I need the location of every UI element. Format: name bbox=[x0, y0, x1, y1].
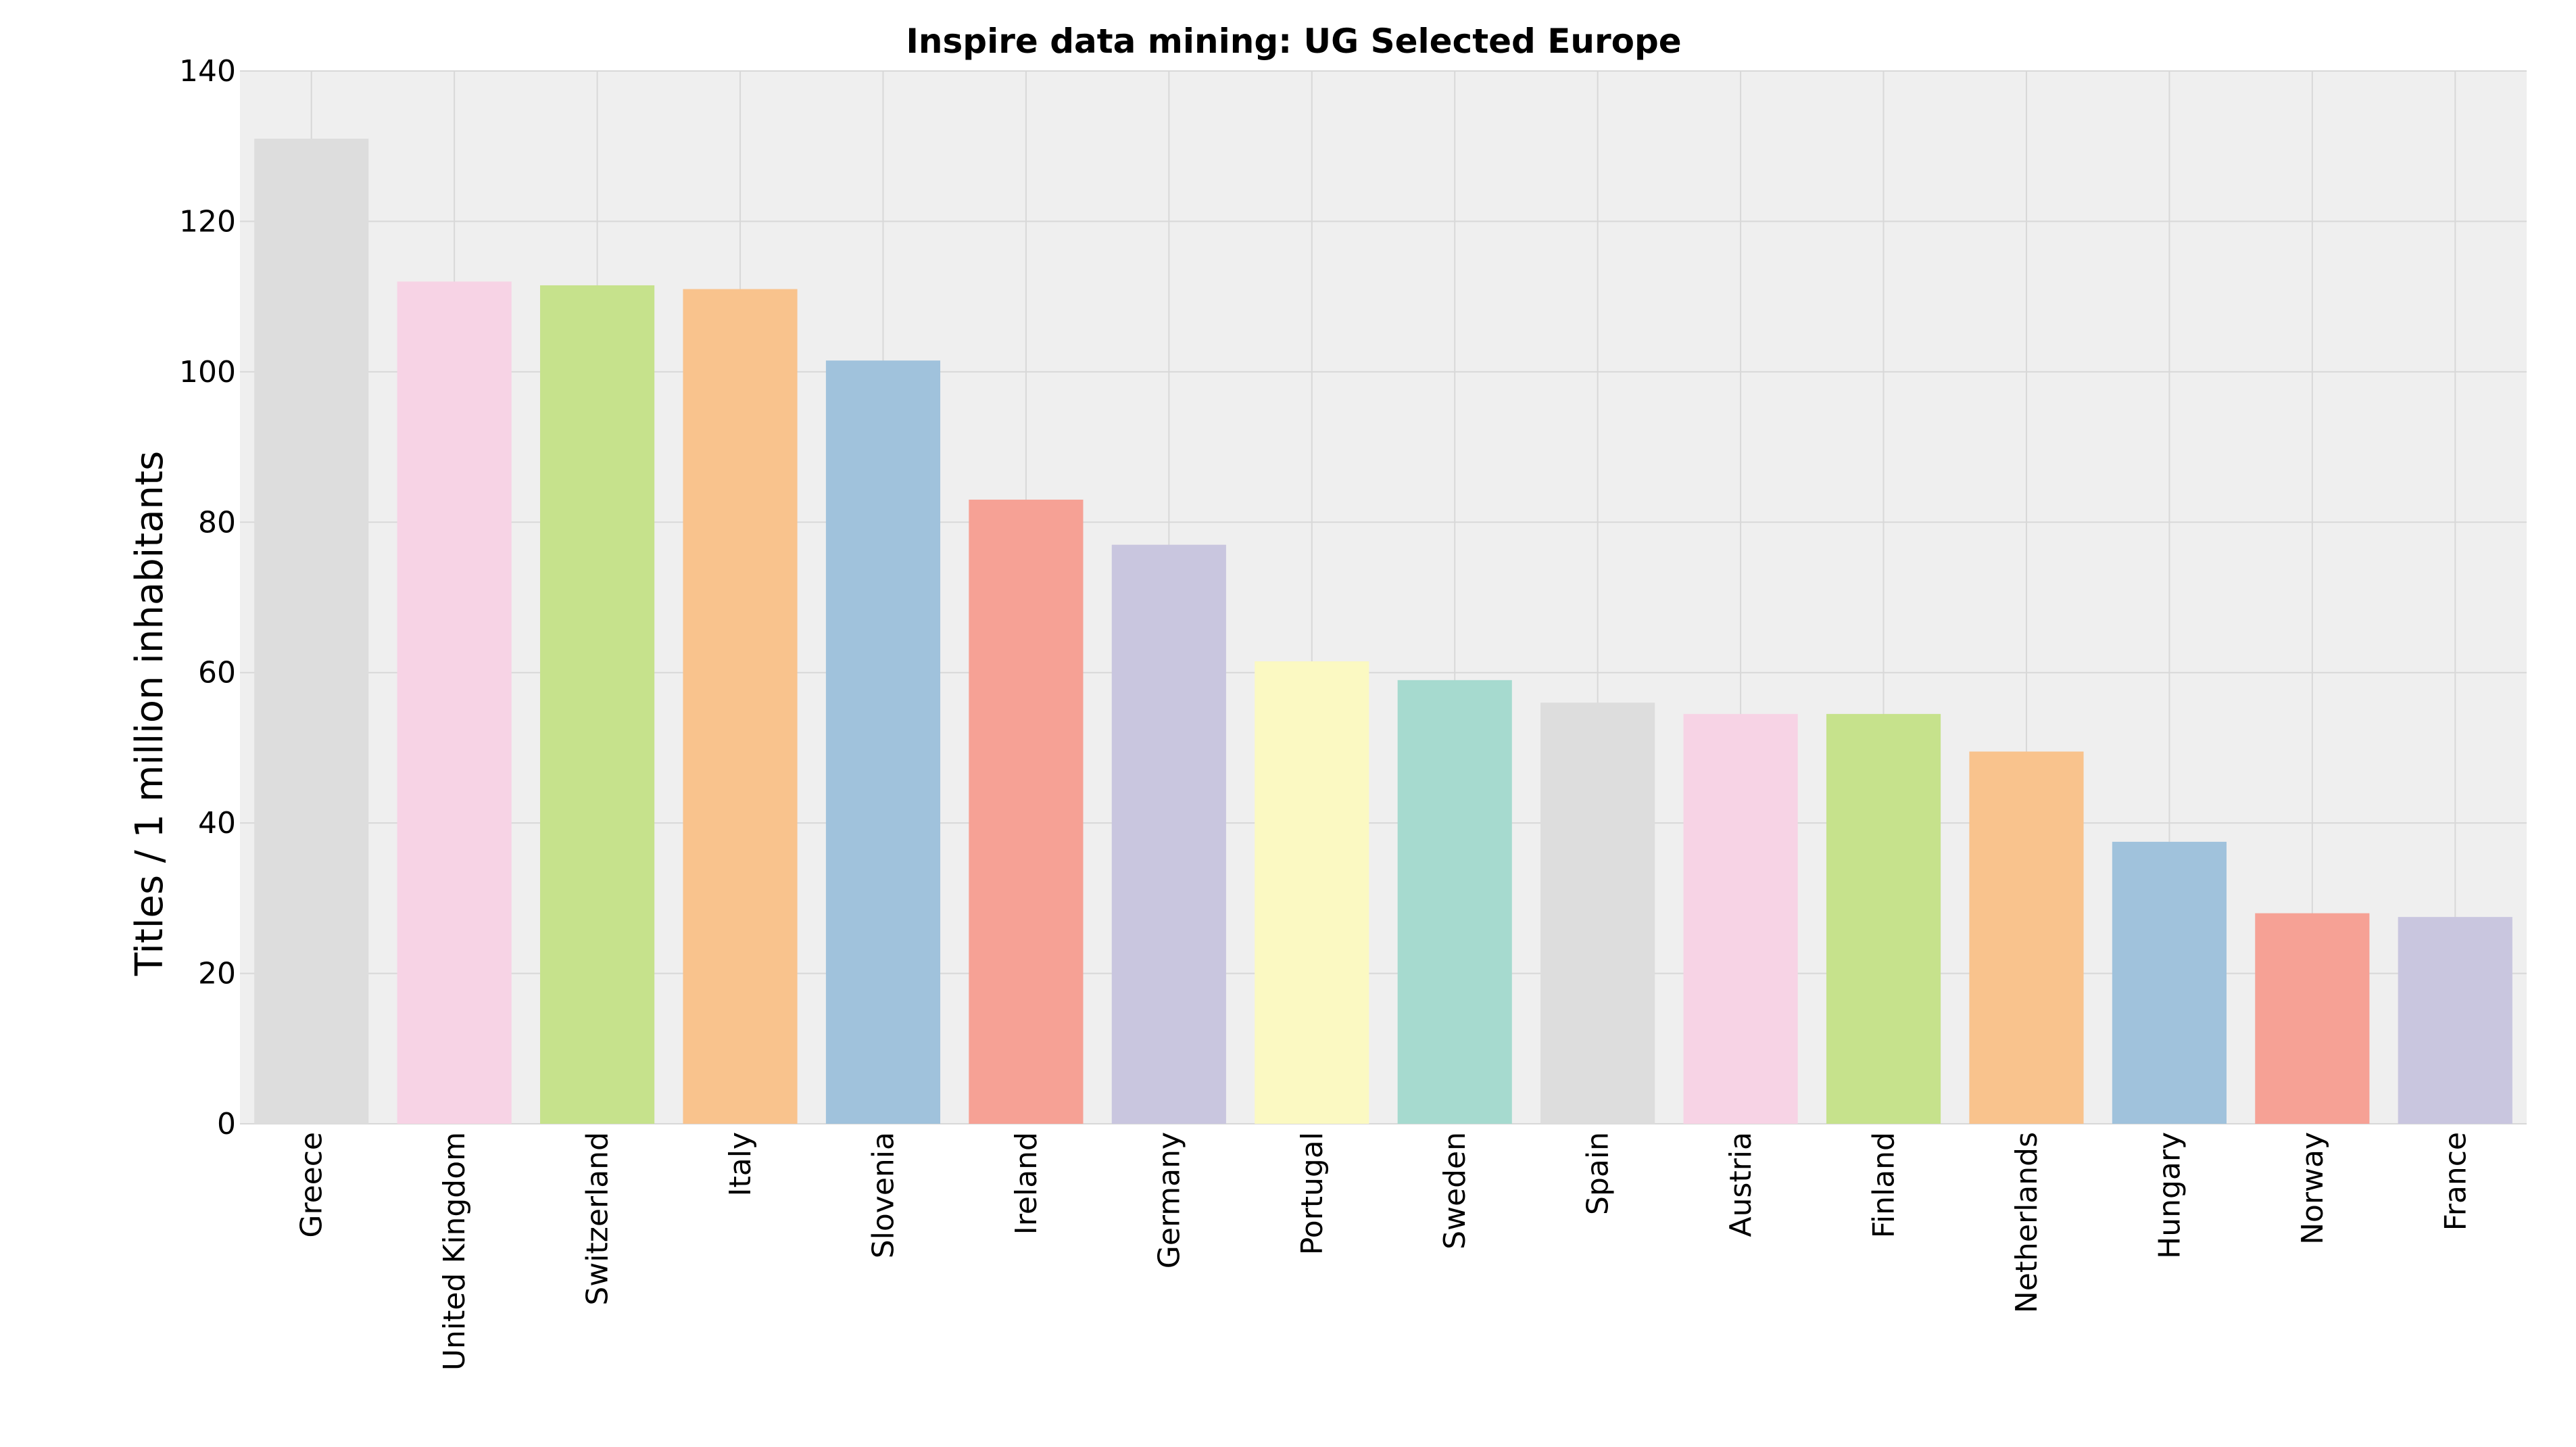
bar-ireland bbox=[969, 499, 1084, 1124]
y-axis-ticks: 0 20 40 60 80 100 120 140 bbox=[179, 54, 236, 1141]
chart-title: Inspire data mining: UG Selected Europe bbox=[906, 22, 1681, 61]
bars bbox=[254, 139, 2512, 1124]
x-tick-label: Ireland bbox=[1009, 1132, 1044, 1235]
bar-greece bbox=[254, 139, 369, 1124]
bar-spain bbox=[1540, 703, 1655, 1124]
x-tick-label: Spain bbox=[1581, 1132, 1615, 1215]
x-tick-label: Hungary bbox=[2152, 1132, 2187, 1259]
bar-hungary bbox=[2112, 841, 2227, 1124]
x-tick-label: Austria bbox=[1724, 1132, 1758, 1237]
bar-france bbox=[2398, 917, 2512, 1124]
bar-slovenia bbox=[825, 360, 941, 1124]
bar-finland bbox=[1826, 713, 1941, 1124]
y-tick-label: 20 bbox=[198, 957, 236, 991]
bar-sweden bbox=[1397, 680, 1512, 1124]
y-tick-label: 60 bbox=[198, 656, 236, 690]
x-tick-label: Finland bbox=[1867, 1132, 1901, 1238]
y-tick-label: 120 bbox=[179, 204, 236, 239]
bar-italy bbox=[683, 289, 798, 1124]
y-tick-label: 100 bbox=[179, 355, 236, 389]
bar-united-kingdom bbox=[397, 281, 512, 1124]
x-tick-label: Sweden bbox=[1438, 1132, 1472, 1250]
bar-austria bbox=[1683, 713, 1798, 1124]
x-tick-label: Netherlands bbox=[2010, 1132, 2044, 1313]
bar-switzerland bbox=[540, 285, 655, 1124]
x-tick-label: Italy bbox=[723, 1132, 758, 1196]
y-tick-label: 140 bbox=[179, 54, 236, 89]
x-tick-label: France bbox=[2438, 1132, 2473, 1231]
x-axis-ticks: Greece United Kingdom Switzerland Italy Slov… bbox=[295, 1132, 2473, 1371]
x-tick-label: Slovenia bbox=[866, 1132, 900, 1258]
plot-area: 0 20 40 60 80 100 120 140 Greece United Kingdom S… bbox=[179, 54, 2527, 1371]
y-axis-label: Titles / 1 million inhabitants bbox=[128, 451, 172, 976]
bar-portugal bbox=[1255, 661, 1369, 1124]
y-tick-label: 40 bbox=[198, 806, 236, 840]
bar-germany bbox=[1111, 544, 1226, 1124]
x-tick-label: Greece bbox=[295, 1132, 329, 1238]
x-tick-label: Switzerland bbox=[581, 1132, 615, 1306]
x-tick-label: Germany bbox=[1152, 1132, 1186, 1268]
x-tick-label: Portugal bbox=[1295, 1132, 1330, 1255]
y-tick-label: 80 bbox=[198, 505, 236, 540]
y-tick-label: 0 bbox=[217, 1107, 236, 1141]
bar-netherlands bbox=[1969, 751, 2084, 1124]
bar-norway bbox=[2255, 913, 2370, 1124]
x-tick-label: Norway bbox=[2295, 1132, 2330, 1245]
x-tick-label: United Kingdom bbox=[437, 1132, 472, 1371]
